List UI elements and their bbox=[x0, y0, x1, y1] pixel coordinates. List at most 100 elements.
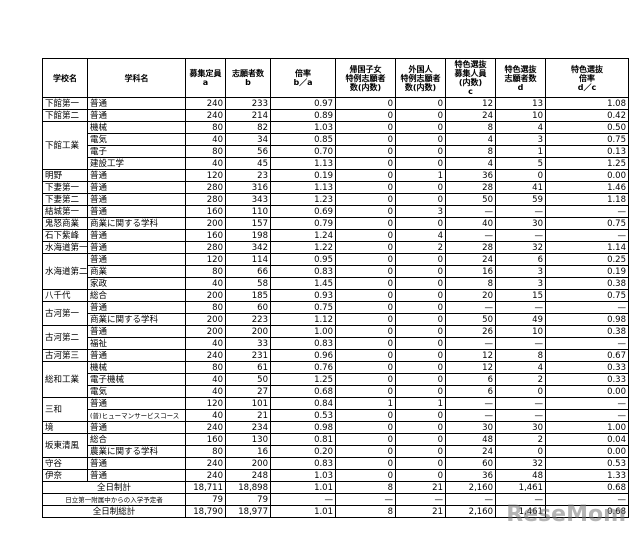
value-cell: 12 bbox=[445, 349, 496, 362]
value-cell: 0 bbox=[335, 133, 396, 146]
value-cell: 0.38 bbox=[545, 277, 629, 290]
dept-cell: 普通 bbox=[87, 253, 186, 266]
value-cell: 40 bbox=[185, 337, 226, 350]
value-cell: 0.19 bbox=[545, 265, 629, 278]
dept-cell: 普通 bbox=[87, 397, 186, 410]
value-cell: 120 bbox=[185, 253, 226, 266]
value-cell: 0.19 bbox=[270, 169, 336, 182]
value-cell: 0 bbox=[335, 109, 396, 122]
value-cell: 185 bbox=[225, 289, 271, 302]
table-row: 境普通 240 234 0.98 0 0 30 30 1.00 bbox=[42, 421, 629, 434]
value-cell: 1 bbox=[395, 397, 446, 410]
value-cell: 1.03 bbox=[270, 469, 336, 482]
value-cell: 0.13 bbox=[545, 145, 629, 158]
table-row: 明野 普通 120 23 0.19 0 1 36 0 0.00 bbox=[42, 169, 629, 182]
value-cell: 0.42 bbox=[545, 109, 629, 122]
value-cell: 0 bbox=[395, 277, 446, 290]
value-cell: 0 bbox=[395, 313, 446, 326]
value-cell: — bbox=[395, 493, 446, 506]
dept-cell: 電気 bbox=[87, 385, 186, 398]
value-cell: 0 bbox=[335, 121, 396, 134]
value-cell: 0 bbox=[335, 265, 396, 278]
value-cell: 82 bbox=[225, 121, 271, 134]
dept-cell: 機械 bbox=[87, 361, 186, 374]
header-cell: 学科名 bbox=[87, 58, 186, 98]
value-cell: 0 bbox=[395, 421, 446, 434]
dept-cell: 商業 bbox=[87, 265, 186, 278]
total-row: 日立第一附属中からの入学予定者 79 79— — — — — — bbox=[42, 493, 629, 506]
table-row: 下館第二 普通 240 214 0.89 0 0 24 10 0.42 bbox=[42, 109, 629, 122]
value-cell: 6 bbox=[495, 253, 546, 266]
value-cell: 1 bbox=[335, 397, 396, 410]
value-cell: 0 bbox=[335, 253, 396, 266]
dept-cell: 普通 bbox=[87, 349, 186, 362]
dept-cell: (普)ヒューマンサービスコース bbox=[87, 409, 186, 422]
dept-cell: 普通 bbox=[87, 229, 186, 242]
value-cell: 1.25 bbox=[545, 157, 629, 170]
value-cell: 2,160 bbox=[445, 481, 496, 494]
dept-cell: 普通 bbox=[87, 97, 186, 110]
value-cell: 27 bbox=[225, 385, 271, 398]
value-cell: 0 bbox=[335, 145, 396, 158]
value-cell: 0 bbox=[395, 157, 446, 170]
value-cell: 40 bbox=[185, 277, 226, 290]
value-cell: — bbox=[445, 337, 496, 350]
dept-cell: 普通 bbox=[87, 301, 186, 314]
total-label: 全日制計 bbox=[42, 481, 186, 494]
value-cell: 0.75 bbox=[545, 217, 629, 230]
value-cell: 0 bbox=[335, 97, 396, 110]
value-cell: — bbox=[445, 205, 496, 218]
value-cell: 24 bbox=[445, 445, 496, 458]
value-cell: — bbox=[445, 301, 496, 314]
value-cell: 1.45 bbox=[270, 277, 336, 290]
value-cell: 10 bbox=[495, 325, 546, 338]
dept-cell: 機械 bbox=[87, 121, 186, 134]
total-row: 全日制計 18,711 18,898 1.01 8 21 2,160 1,461 0.68 bbox=[42, 481, 629, 494]
dept-cell: 普通 bbox=[87, 241, 186, 254]
value-cell: 3 bbox=[395, 205, 446, 218]
dept-cell: 普通 bbox=[87, 469, 186, 482]
value-cell: 3 bbox=[495, 265, 546, 278]
dept-cell: 農業に関する学科 bbox=[87, 445, 186, 458]
value-cell: 233 bbox=[225, 97, 271, 110]
value-cell: 0 bbox=[335, 241, 396, 254]
header-cell: 倍率 b／a bbox=[270, 58, 336, 98]
value-cell: 0.53 bbox=[545, 457, 629, 470]
value-cell: 0 bbox=[335, 433, 396, 446]
value-cell: 0 bbox=[335, 169, 396, 182]
value-cell: 240 bbox=[185, 469, 226, 482]
value-cell: 36 bbox=[445, 169, 496, 182]
value-cell: 0.75 bbox=[545, 289, 629, 302]
school-cell: 水海道第二 bbox=[42, 253, 88, 290]
value-cell: 1.08 bbox=[545, 97, 629, 110]
value-cell: — bbox=[445, 493, 496, 506]
value-cell: 1 bbox=[395, 169, 446, 182]
value-cell: 32 bbox=[495, 241, 546, 254]
value-cell: 3 bbox=[495, 133, 546, 146]
value-cell: 0 bbox=[395, 373, 446, 386]
value-cell: — bbox=[445, 409, 496, 422]
value-cell: 0 bbox=[395, 265, 446, 278]
dept-cell: 商業に関する学科 bbox=[87, 217, 186, 230]
value-cell: 223 bbox=[225, 313, 271, 326]
value-cell: 110 bbox=[225, 205, 271, 218]
value-cell: 280 bbox=[185, 181, 226, 194]
value-cell: 1.22 bbox=[270, 241, 336, 254]
value-cell: 0 bbox=[395, 325, 446, 338]
value-cell: 0.00 bbox=[545, 169, 629, 182]
header-cell: 特色選抜 倍率 d／c bbox=[545, 58, 629, 98]
value-cell: 50 bbox=[225, 373, 271, 386]
value-cell: 6 bbox=[445, 385, 496, 398]
table-row: 鬼怒商業 商業に関する学科 200 157 0.79 0 0 40 30 0.75 bbox=[42, 217, 629, 230]
value-cell: 60 bbox=[225, 301, 271, 314]
school-cell: 境 bbox=[42, 421, 88, 434]
value-cell: 0.33 bbox=[545, 373, 629, 386]
value-cell: 0.04 bbox=[545, 433, 629, 446]
value-cell: 0.70 bbox=[270, 145, 336, 158]
value-cell: 342 bbox=[225, 241, 271, 254]
value-cell: 36 bbox=[445, 469, 496, 482]
value-cell: 0.50 bbox=[545, 121, 629, 134]
value-cell: — bbox=[545, 337, 629, 350]
value-cell: 0 bbox=[395, 445, 446, 458]
table-row: 商業に関する学科 200 223 1.12 0 0 50 49 0.98 bbox=[43, 313, 629, 326]
